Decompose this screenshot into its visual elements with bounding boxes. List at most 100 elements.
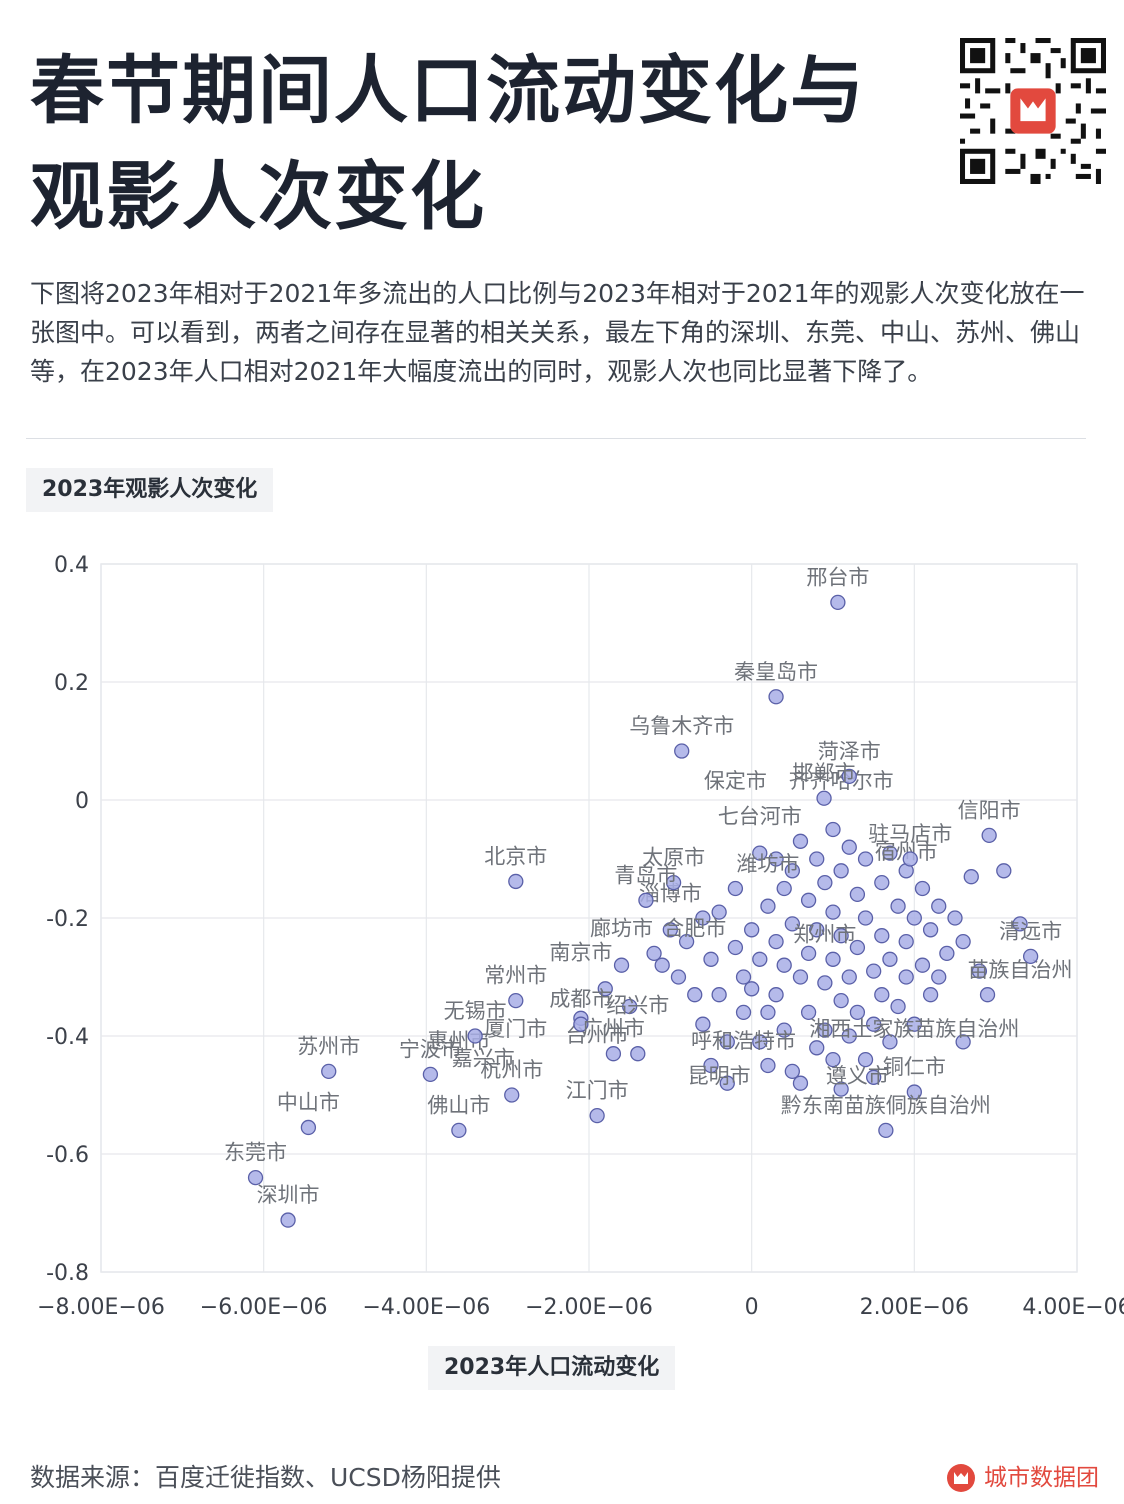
data-point [776, 957, 792, 973]
page-title: 春节期间人口流动变化与 观影人次变化 [30, 38, 910, 250]
data-point [768, 851, 784, 867]
data-label: 保定市 [704, 769, 767, 793]
y-tick-label: -0.2 [46, 907, 89, 932]
data-point [882, 951, 898, 967]
data-point [874, 987, 890, 1003]
scatter-chart: −8.00E−06 −6.00E−06 −4.00E−06 −2.00E−06 0 2.0… [37, 553, 1124, 1320]
data-point [744, 981, 760, 997]
data-point [646, 945, 662, 962]
brand-logo-icon [947, 1464, 975, 1492]
data-point [849, 1004, 866, 1021]
data-point [955, 933, 971, 950]
x-tick-label: −8.00E−06 [37, 1295, 165, 1320]
data-point [654, 957, 670, 973]
data-point [857, 1051, 874, 1068]
data-point [996, 863, 1012, 879]
data-point [776, 1022, 792, 1038]
data-point [981, 827, 997, 844]
data-point [247, 1169, 264, 1186]
data-point [878, 1122, 894, 1139]
data-point [597, 981, 613, 997]
data-point [833, 992, 849, 1009]
data-point [768, 689, 784, 705]
brand-name: 城市数据团 [984, 1465, 1099, 1491]
data-label: 昆明市 [688, 1064, 751, 1088]
data-label: 杭州市 [480, 1058, 543, 1082]
data-point [800, 1004, 817, 1021]
data-label: 廊坊市 [590, 917, 653, 941]
title-line-1: 春节期间人口流动变化与 [30, 48, 866, 134]
data-point [784, 916, 800, 932]
data-point [906, 910, 922, 926]
y-tick-label: -0.4 [46, 1025, 89, 1050]
data-point [573, 1016, 589, 1032]
data-point [784, 863, 800, 879]
x-axis-title: 2023年人口流动变化 [428, 1346, 676, 1390]
data-label: 无锡市 [444, 999, 507, 1023]
data-point [792, 833, 809, 849]
data-point [776, 880, 792, 897]
data-point [866, 1016, 882, 1032]
x-tick-label: −4.00E−06 [362, 1295, 490, 1320]
data-point [890, 998, 906, 1015]
data-point [719, 1075, 735, 1091]
data-point [971, 963, 988, 979]
data-point [792, 1075, 809, 1091]
data-label: 嘉兴市 [452, 1047, 515, 1071]
data-label: 遵义市 [826, 1064, 889, 1088]
data-point [792, 969, 809, 985]
data-label: 驻马店市 [868, 822, 952, 846]
data-label: 东莞市 [224, 1141, 287, 1165]
data-point [866, 1069, 882, 1085]
data-label: 南京市 [549, 940, 612, 964]
data-point [508, 992, 524, 1009]
x-tick-label: 0 [745, 1295, 759, 1320]
data-point [890, 898, 906, 914]
data-point [760, 1057, 776, 1074]
data-point [809, 851, 825, 867]
data-point [947, 910, 963, 926]
data-point [841, 1028, 857, 1044]
data-label: 郑州市 [793, 923, 856, 947]
data-label: 秦皇岛市 [734, 660, 818, 684]
data-label: 七台河市 [718, 805, 802, 829]
data-point [1012, 916, 1028, 932]
data-point [280, 1212, 296, 1228]
data-label: 清远市 [999, 919, 1062, 943]
data-label: 青岛市 [614, 863, 677, 887]
data-point [504, 1087, 520, 1103]
data-point [825, 904, 841, 920]
data-point [678, 933, 695, 950]
data-label: 铜仁市 [883, 1055, 946, 1079]
data-point [589, 1108, 605, 1124]
data-label: 湘西土家族苗族自治州 [809, 1017, 1019, 1041]
data-point [670, 969, 687, 985]
data-point [830, 594, 846, 610]
data-label: 信阳市 [958, 798, 1021, 822]
data-point [849, 939, 866, 956]
data-source: 数据来源：百度迁徙指数、UCSD杨阳提供 [30, 1463, 501, 1492]
data-point [882, 845, 898, 861]
data-point [622, 998, 638, 1015]
data-point [866, 963, 882, 979]
data-label: 齐齐哈尔市 [789, 769, 894, 793]
data-point [817, 1022, 833, 1038]
data-point [874, 928, 890, 944]
data-point [687, 987, 703, 1003]
data-point [809, 1040, 825, 1056]
x-tick-label: −2.00E−06 [525, 1295, 653, 1320]
data-point [638, 892, 654, 908]
data-point [955, 1034, 971, 1050]
data-point [451, 1122, 467, 1139]
data-point [665, 874, 682, 891]
data-point [760, 898, 776, 914]
data-point [711, 904, 727, 920]
data-label: 绍兴市 [606, 993, 669, 1017]
data-label: 呼和浩特市 [691, 1029, 796, 1053]
data-point [816, 790, 832, 806]
data-label: 宁波市 [399, 1037, 462, 1061]
data-point [906, 1016, 922, 1032]
data-point [931, 969, 947, 985]
data-label: 太原市 [642, 846, 705, 870]
data-point [321, 1063, 337, 1080]
